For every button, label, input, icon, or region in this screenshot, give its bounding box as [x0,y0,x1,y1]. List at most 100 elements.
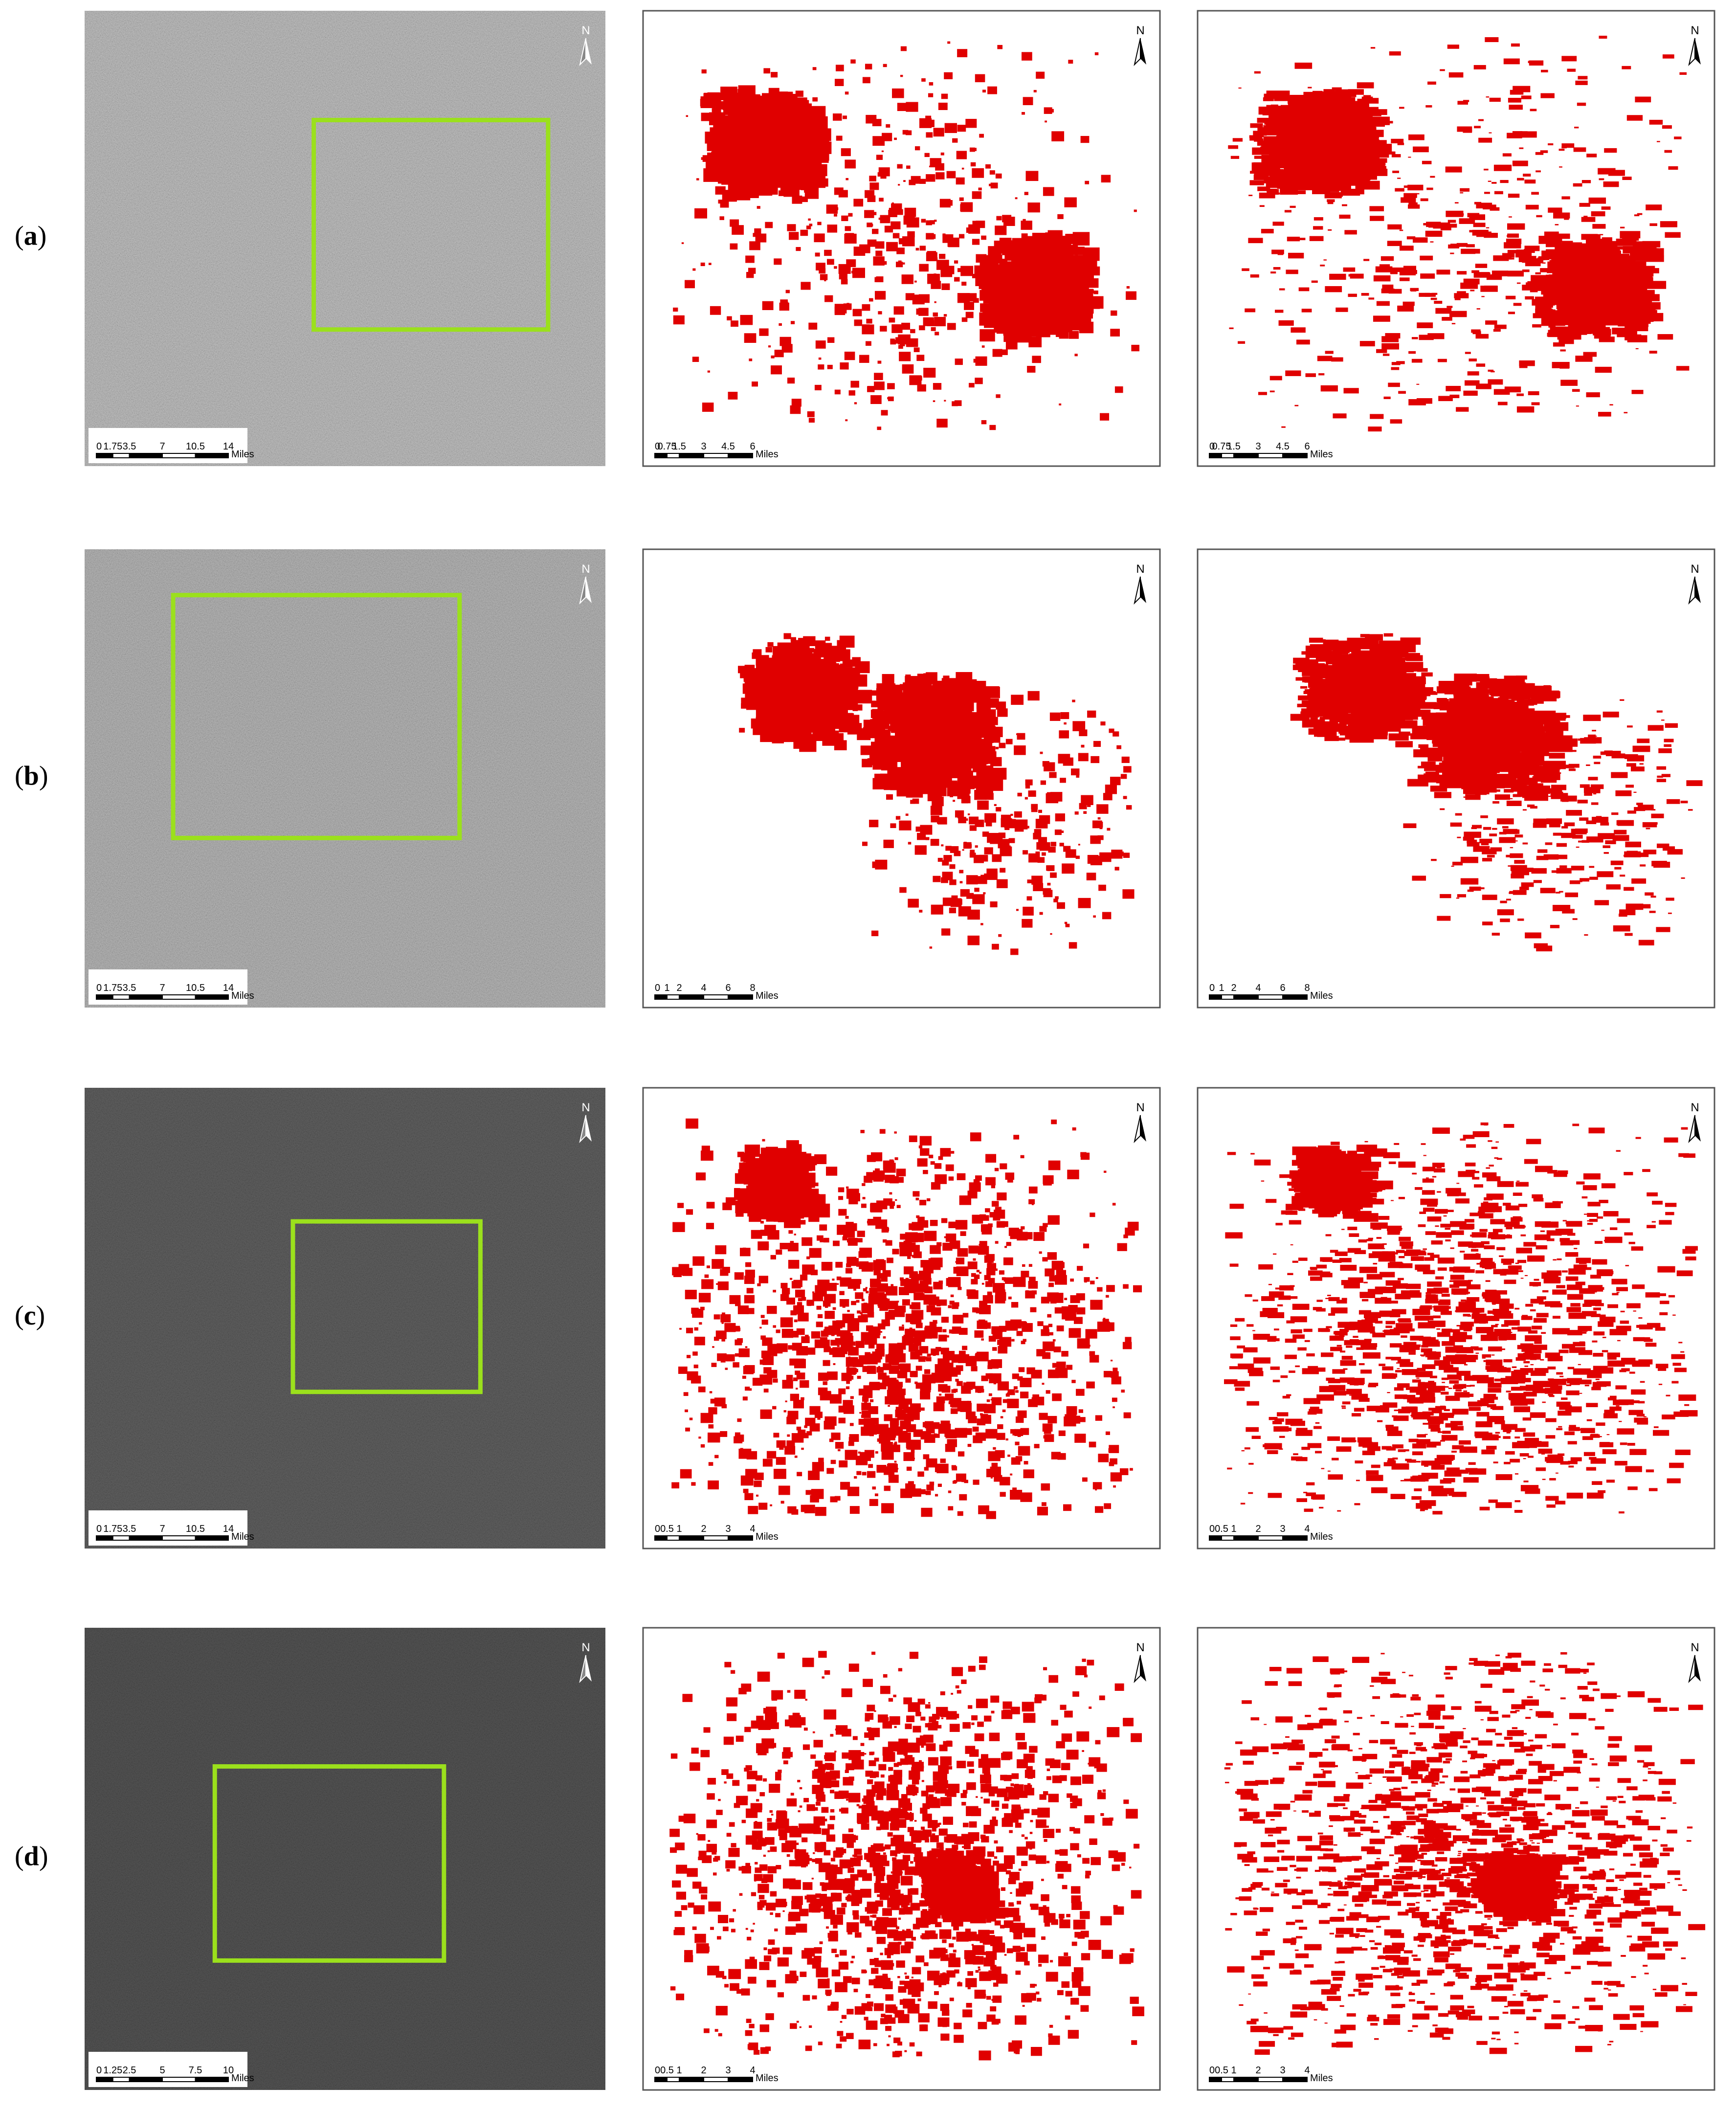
built-up-patch [1325,351,1334,354]
built-up-patch [749,171,754,174]
built-up-patch [1459,218,1475,224]
built-up-patch [1311,177,1324,181]
built-up-patch [1507,249,1517,254]
built-up-patch [1134,209,1137,212]
built-up-patch [809,224,813,226]
built-up-patch [874,291,886,300]
built-up-patch [827,683,836,690]
built-up-patch [867,239,877,247]
built-up-patch [1352,159,1365,164]
built-up-patch [1317,356,1333,361]
built-up-patch [1284,210,1291,213]
built-up-patch [1535,304,1552,310]
built-up-patch [1044,107,1052,114]
built-up-patch [1261,228,1274,234]
built-up-patch [1427,333,1445,339]
built-up-patch [1434,301,1443,304]
built-up-patch [787,224,796,231]
built-up-patch [941,283,950,290]
built-up-patch [1093,306,1096,309]
built-up-patch [673,315,685,325]
built-up-patch [933,312,938,317]
built-up-patch [1001,349,1008,355]
built-up-patch [854,319,863,326]
built-up-patch [673,307,678,312]
built-up-patch [931,327,936,331]
built-up-patch [869,176,876,181]
built-up-patch [1531,192,1539,195]
built-up-patch [1332,193,1343,197]
built-up-patch [1560,349,1566,352]
built-up-patch [815,340,826,349]
scale-segment [1209,453,1222,458]
built-up-patch [987,86,997,94]
built-up-patch [1349,181,1362,186]
built-up-patch [974,265,986,275]
built-up-patch [1250,123,1263,128]
built-up-patch [1379,264,1390,268]
built-up-patch [1359,341,1375,347]
built-up-patch [1494,191,1503,195]
built-up-patch [834,684,841,689]
built-up-patch [1029,291,1037,296]
built-up-patch [870,395,882,404]
built-up-patch [1416,383,1420,385]
built-up-patch [1664,150,1672,153]
built-up-patch [1082,289,1088,293]
built-up-patch [1535,272,1541,274]
built-up-patch [1344,230,1357,235]
built-up-patch [1601,206,1611,210]
built-up-patch [1369,140,1379,144]
built-up-patch [1376,301,1390,306]
built-up-patch [916,355,925,361]
built-up-patch [816,672,832,684]
scale-label: 1.75 [103,441,122,452]
built-up-patch [817,709,829,720]
built-up-patch [1530,109,1537,112]
built-up-patch [1430,176,1435,178]
built-up-patch [1517,178,1524,180]
built-up-patch [1540,150,1548,153]
built-up-patch [1609,404,1613,405]
built-up-patch [1380,256,1394,261]
built-up-patch [845,419,848,422]
built-up-patch [1581,246,1591,250]
built-up-patch [1561,241,1573,245]
built-up-patch [1574,127,1579,129]
built-up-patch [1595,366,1612,373]
built-up-patch [1323,259,1327,261]
built-up-patch [786,708,794,715]
built-up-patch [1342,204,1347,206]
built-up-patch [914,280,917,283]
built-up-patch [1320,183,1338,190]
built-up-patch [1674,136,1682,139]
built-up-patch [975,356,987,366]
built-up-patch [1476,363,1486,367]
built-up-patch [1488,379,1503,385]
built-up-patch [1000,265,1003,268]
scale-segment [96,453,113,458]
built-up-patch [1363,111,1372,114]
built-up-patch [874,382,885,390]
study-area-box [312,117,551,332]
built-up-patch [1573,319,1596,328]
built-up-patch [1508,193,1520,198]
built-up-patch [1590,278,1608,285]
built-up-patch [1561,196,1570,200]
built-up-patch [930,158,942,168]
built-up-patch [836,135,843,141]
built-up-patch [807,167,813,173]
built-up-patch [944,72,953,79]
built-up-patch [1327,199,1335,202]
built-up-patch [936,419,948,428]
built-up-patch [1440,226,1451,230]
built-up-patch [1488,369,1494,372]
built-up-patch [877,427,882,430]
built-up-patch [1242,268,1249,271]
built-up-patch [892,233,900,239]
built-up-patch [1232,138,1243,142]
built-up-patch [747,188,752,193]
built-up-patch [944,400,946,402]
built-up-patch [1447,45,1459,49]
